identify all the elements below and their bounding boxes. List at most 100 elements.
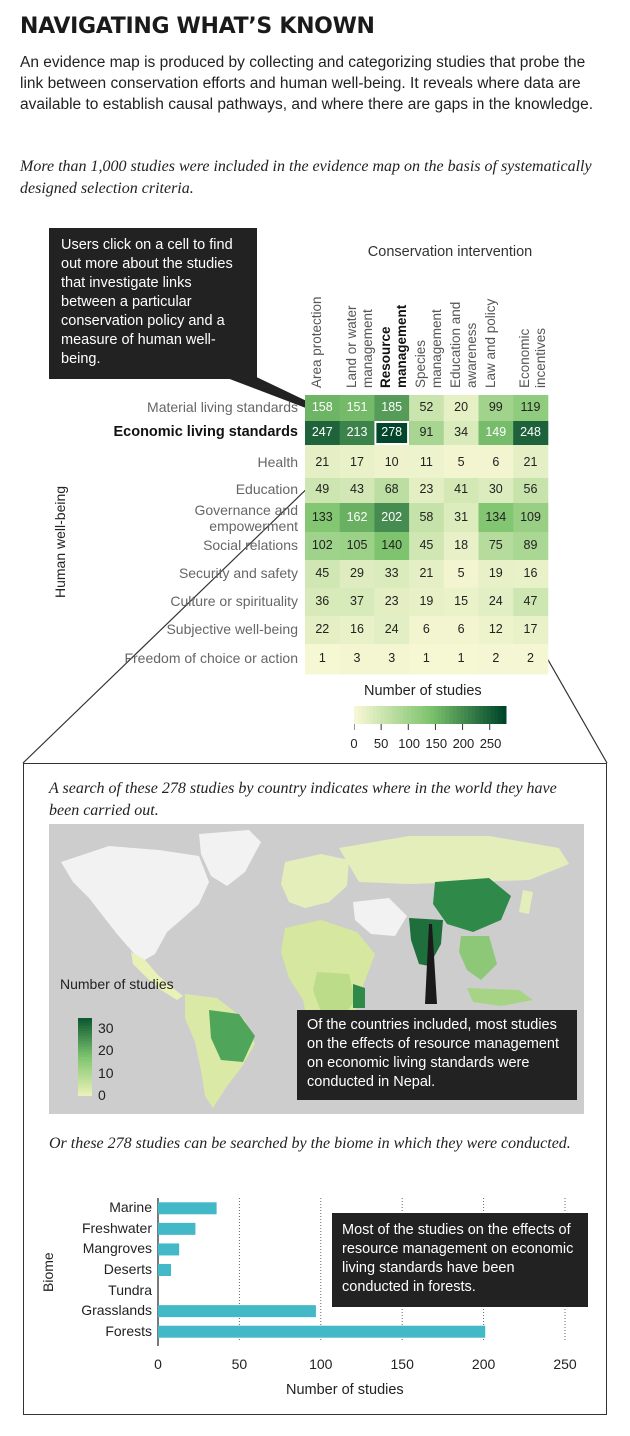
heatmap-cell[interactable] [443, 560, 479, 589]
legend-swatch [479, 706, 484, 724]
heatmap-cell[interactable] [443, 395, 479, 422]
biome-y-axis-label: Biome [40, 1252, 56, 1292]
heatmap-cell[interactable] [305, 588, 341, 617]
heatmap-cell[interactable] [513, 644, 549, 675]
heatmap-cell[interactable] [513, 588, 549, 617]
heatmap-cell[interactable] [409, 445, 445, 479]
heatmap-cell[interactable] [305, 616, 341, 645]
legend-swatch [449, 706, 454, 724]
heatmap-cell[interactable] [339, 588, 375, 617]
map-legend-tick-label: 0 [98, 1087, 106, 1103]
intro-text: An evidence map is produced by collectin… [20, 54, 594, 113]
detail-panel [23, 763, 607, 1415]
heatmap-cell[interactable] [409, 588, 445, 617]
heatmap-cell[interactable] [409, 616, 445, 645]
heatmap-cell[interactable] [443, 445, 479, 479]
heatmap-cell[interactable] [513, 445, 549, 479]
heatmap-cell[interactable] [374, 560, 410, 589]
biome-bar [158, 1325, 486, 1338]
heatmap-cell[interactable] [374, 445, 410, 479]
heatmap-cell[interactable] [339, 395, 375, 422]
heatmap-cell[interactable] [478, 395, 514, 422]
page-title: NAVIGATING WHAT’S KNOWN [20, 14, 375, 39]
heatmap-cell[interactable] [409, 478, 445, 504]
heatmap-cell[interactable] [305, 560, 341, 589]
heatmap-cell[interactable] [478, 421, 514, 446]
heatmap-cell[interactable] [443, 478, 479, 504]
heatmap-cell-value: 21 [315, 455, 330, 469]
map-legend-bar [78, 1018, 92, 1096]
heatmap-cell[interactable] [513, 560, 549, 589]
heatmap-row-label: Education [235, 481, 298, 497]
legend-swatch [441, 706, 446, 724]
heatmap-cell[interactable] [409, 560, 445, 589]
heatmap-cell[interactable] [305, 644, 341, 675]
heatmap-cell[interactable] [339, 503, 375, 533]
heatmap-cell[interactable] [305, 421, 341, 446]
heatmap-cell[interactable] [339, 644, 375, 675]
heatmap-cell[interactable] [339, 560, 375, 589]
heatmap-cell[interactable] [513, 478, 549, 504]
heatmap-cell[interactable] [443, 644, 479, 675]
heatmap-cell[interactable] [478, 478, 514, 504]
heatmap-cell[interactable] [374, 421, 410, 446]
heatmap-cell[interactable] [478, 644, 514, 675]
tanzania [353, 984, 365, 1008]
heatmap-cell[interactable] [305, 478, 341, 504]
heatmap-cell[interactable] [513, 503, 549, 533]
heatmap-cell[interactable] [478, 560, 514, 589]
legend-tick-label: 150 [425, 736, 448, 751]
legend-swatch [452, 706, 458, 724]
heatmap-cell[interactable] [513, 532, 549, 561]
heatmap-cell[interactable] [443, 503, 479, 533]
heatmap-cell[interactable] [339, 532, 375, 561]
map-legend-swatch [78, 1090, 92, 1094]
heatmap-cell-value: 10 [384, 455, 399, 469]
heatmap-cell[interactable] [513, 395, 549, 422]
legend-tick-label: 100 [398, 736, 420, 751]
heatmap-cell[interactable] [339, 445, 375, 479]
heatmap-cell[interactable] [409, 421, 445, 446]
heatmap-cell[interactable] [374, 588, 410, 617]
heatmap-cell[interactable] [443, 532, 479, 561]
heatmap-cell[interactable] [409, 503, 445, 533]
heatmap-cell[interactable] [374, 532, 410, 561]
map-legend-swatch [78, 1083, 92, 1087]
legend-swatch [357, 706, 363, 724]
heatmap-cell[interactable] [478, 532, 514, 561]
heatmap-cell[interactable] [409, 532, 445, 561]
heatmap-cell[interactable] [305, 395, 341, 422]
heatmap-cell[interactable] [374, 644, 410, 675]
heatmap-cell[interactable] [478, 445, 514, 479]
legend-swatch [502, 706, 507, 724]
heatmap-cell[interactable] [478, 616, 514, 645]
map-legend-swatch [78, 1018, 92, 1022]
heatmap-cell[interactable] [305, 532, 341, 561]
heatmap-cell-value: 6 [492, 455, 500, 469]
heatmap-cell[interactable] [409, 395, 445, 422]
heatmap-cell[interactable] [374, 616, 410, 645]
legend-swatch [494, 706, 499, 724]
heatmap-cell[interactable] [513, 616, 549, 645]
legend-swatch [354, 706, 359, 724]
heatmap-cell[interactable] [443, 421, 479, 446]
heatmap-cell-value: 16 [523, 566, 538, 580]
heatmap-cell[interactable] [374, 478, 410, 504]
heatmap-cell[interactable] [305, 503, 341, 533]
heatmap-cell[interactable] [443, 616, 479, 645]
legend-swatch [373, 706, 378, 724]
heatmap-cell[interactable] [305, 445, 341, 479]
heatmap-cell-value: 68 [384, 482, 399, 496]
heatmap-cell-value: 158 [311, 400, 333, 414]
heatmap-cell[interactable] [339, 421, 375, 446]
heatmap-cell[interactable] [339, 616, 375, 645]
heatmap-cell[interactable] [409, 644, 445, 675]
heatmap-cell[interactable] [478, 503, 514, 533]
heatmap-cell[interactable] [374, 503, 410, 533]
heatmap-cell[interactable] [339, 478, 375, 504]
heatmap-cell[interactable] [374, 395, 410, 422]
heatmap-cell[interactable] [478, 588, 514, 617]
heatmap-cell[interactable] [513, 421, 549, 446]
heatmap-cell[interactable] [443, 588, 479, 617]
biome-x-tick-label: 150 [390, 1356, 414, 1372]
